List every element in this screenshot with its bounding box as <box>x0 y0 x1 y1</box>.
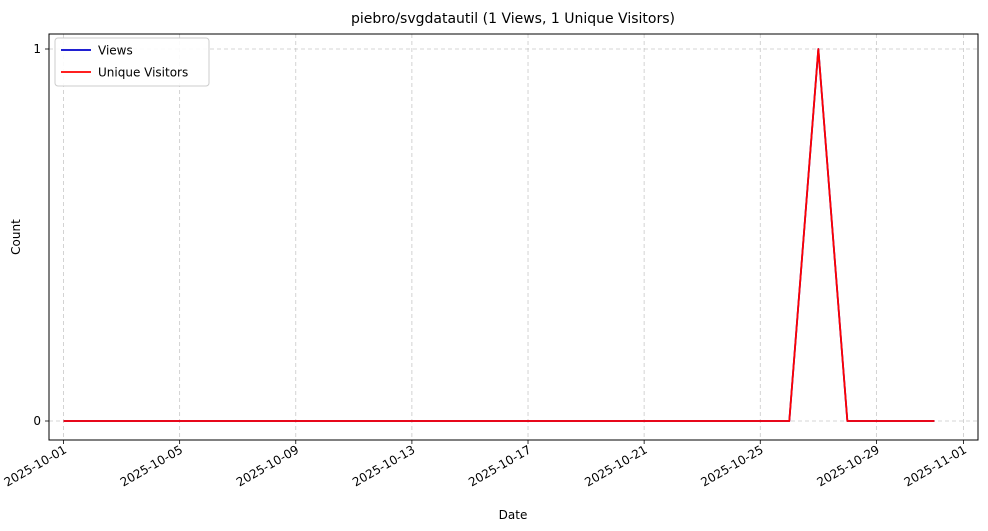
chart-title: piebro/svgdatautil (1 Views, 1 Unique Vi… <box>351 11 675 27</box>
y-axis-title: Count <box>9 219 23 255</box>
y-tick-label: 1 <box>33 42 41 56</box>
series-line-unique-visitors <box>63 48 935 422</box>
legend-label-views: Views <box>98 44 133 58</box>
series-lines <box>63 48 935 422</box>
x-axis-title: Date <box>499 508 528 522</box>
y-tick-label: 0 <box>33 414 41 428</box>
legend: Views Unique Visitors <box>54 37 210 87</box>
legend-box <box>54 37 210 87</box>
legend-label-unique-visitors: Unique Visitors <box>98 66 188 80</box>
plot-frame <box>48 33 979 441</box>
